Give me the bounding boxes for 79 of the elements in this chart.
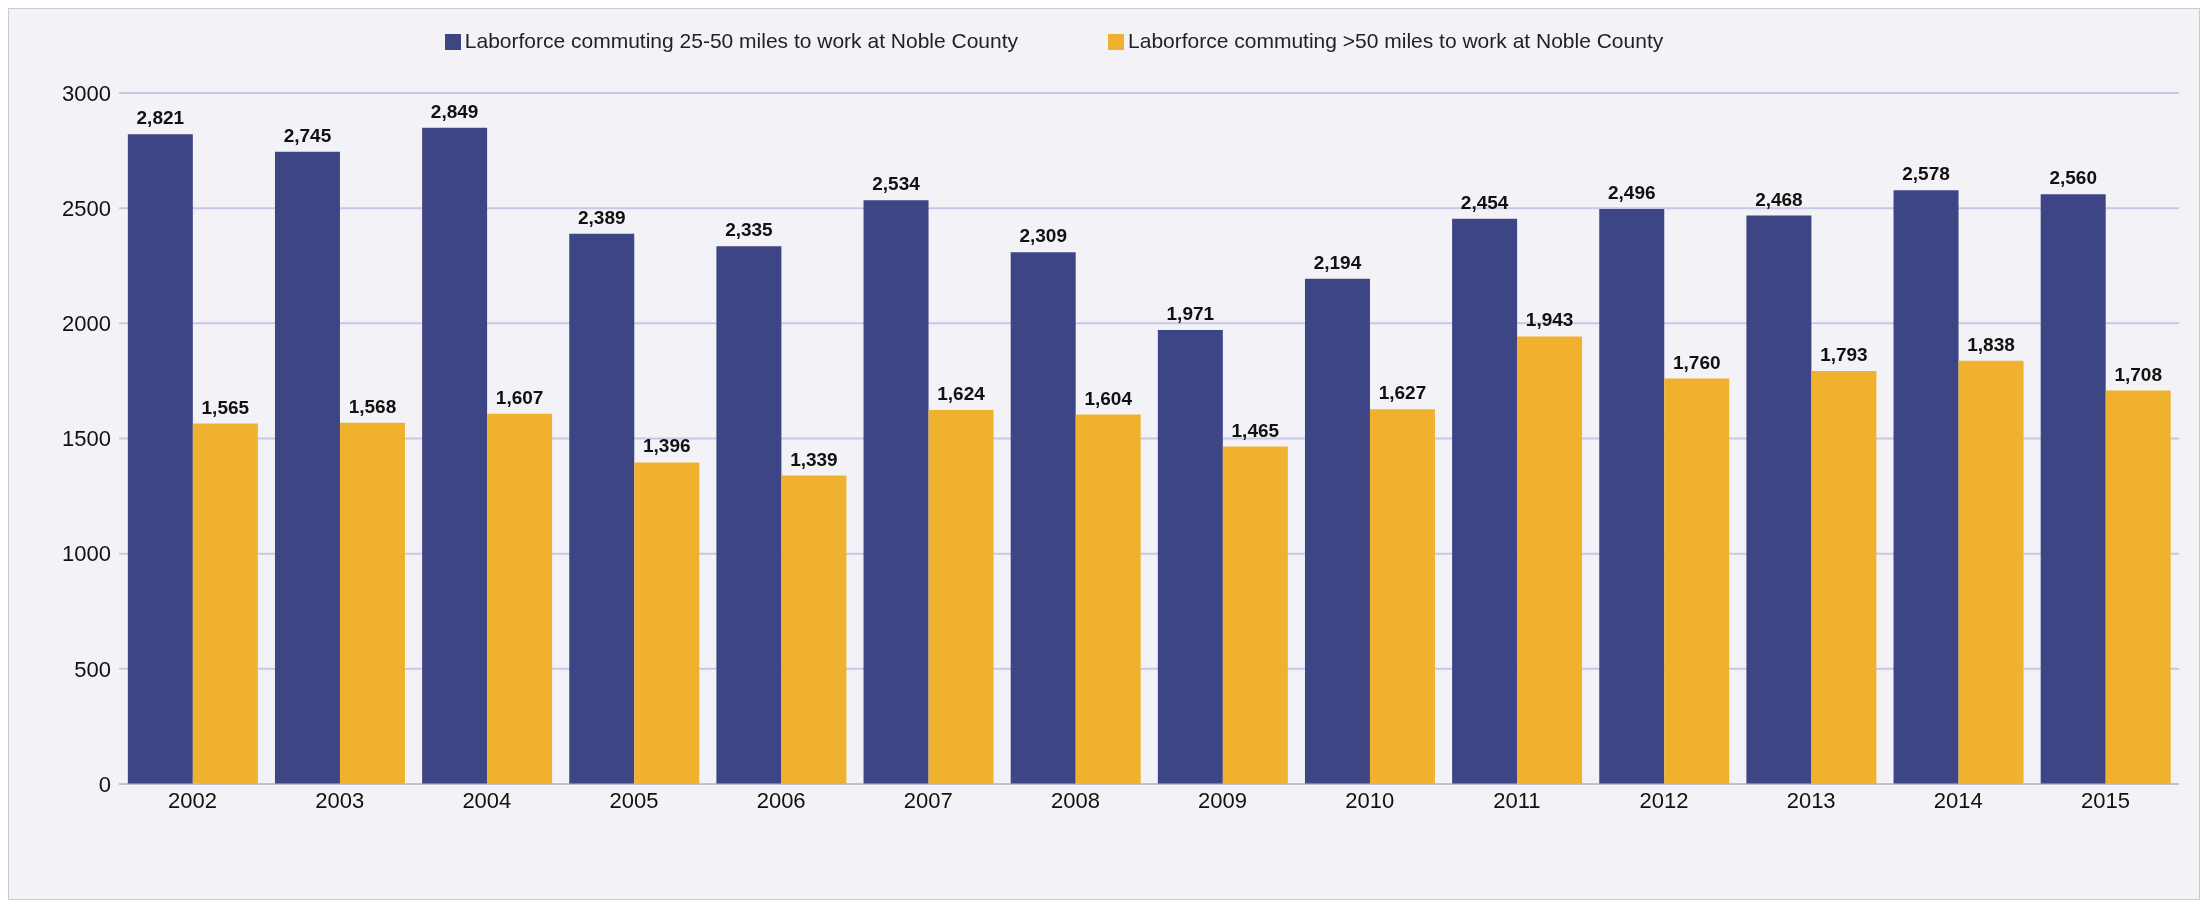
data-label: 2,389	[577, 206, 626, 228]
data-label: 1,396	[642, 435, 691, 457]
data-label: 2,849	[430, 100, 479, 122]
data-label: 2,309	[1019, 225, 1067, 247]
legend-label: Laborforce commuting >50 miles to work at Noble County	[1128, 29, 1664, 52]
x-tick-label: 2013	[1786, 787, 1836, 813]
x-tick-label: 2007	[903, 787, 953, 813]
bar	[781, 475, 847, 784]
y-tick-label: 3000	[62, 80, 111, 106]
data-label: 2,454	[1460, 191, 1509, 213]
bar	[634, 462, 700, 784]
data-label: 1,339	[790, 448, 838, 470]
data-label: 1,627	[1378, 382, 1427, 404]
data-label: 1,607	[495, 386, 544, 408]
bar	[2040, 194, 2106, 784]
y-tick-label: 0	[98, 771, 111, 797]
data-label: 2,468	[1755, 188, 1803, 210]
bar	[863, 200, 929, 784]
data-label: 1,624	[937, 382, 986, 404]
data-label: 1,971	[1166, 303, 1215, 325]
bar	[1599, 209, 1665, 784]
bar	[274, 151, 340, 784]
bar	[1893, 190, 1959, 784]
x-tick-label: 2006	[756, 787, 806, 813]
bar	[1010, 252, 1076, 784]
data-label: 1,838	[1967, 333, 2015, 355]
legend-label: Laborforce commuting 25-50 miles to work at Noble County	[464, 29, 1019, 52]
data-label: 1,760	[1672, 351, 1721, 373]
x-tick-label: 2008	[1050, 787, 1100, 813]
data-label: 2,560	[2049, 167, 2097, 189]
data-label: 2,496	[1607, 182, 1656, 204]
bar	[1958, 360, 2024, 784]
bar	[1369, 409, 1435, 784]
bar	[1452, 218, 1518, 784]
data-label: 1,708	[2114, 363, 2162, 385]
data-label: 1,465	[1231, 419, 1280, 441]
x-tick-label: 2015	[2080, 787, 2130, 813]
x-tick-label: 2003	[315, 787, 365, 813]
x-tick-label: 2004	[462, 787, 512, 813]
bar	[1664, 378, 1730, 784]
data-label: 1,604	[1084, 387, 1133, 409]
data-label: 1,793	[1820, 344, 1868, 366]
data-label: 2,745	[283, 124, 332, 146]
y-tick-label: 1000	[62, 541, 111, 567]
bar	[2105, 390, 2171, 784]
bar	[716, 246, 782, 784]
data-label: 2,534	[872, 173, 921, 195]
y-tick-label: 1500	[62, 426, 111, 452]
data-label: 2,335	[725, 219, 774, 241]
bar	[1304, 278, 1370, 784]
x-tick-label: 2002	[168, 787, 218, 813]
y-tick-label: 2000	[62, 311, 111, 337]
bar	[422, 127, 488, 784]
bar	[339, 422, 405, 784]
data-label: 1,943	[1525, 309, 1574, 331]
bar	[928, 409, 994, 784]
bar	[192, 423, 258, 784]
x-tick-label: 2012	[1639, 787, 1689, 813]
data-label: 2,578	[1902, 163, 1950, 185]
y-tick-label: 500	[74, 656, 111, 682]
bar	[487, 413, 553, 784]
x-tick-label: 2014	[1933, 787, 1983, 813]
data-label: 2,194	[1313, 251, 1362, 273]
data-label: 1,568	[348, 395, 397, 417]
data-label: 1,565	[201, 396, 250, 418]
bar	[127, 134, 193, 784]
bar	[569, 233, 635, 784]
y-tick-label: 2500	[62, 195, 111, 221]
bar	[1157, 330, 1223, 784]
bar	[1811, 371, 1877, 784]
x-tick-label: 2011	[1493, 787, 1541, 813]
x-tick-label: 2009	[1198, 787, 1248, 813]
bar	[1075, 414, 1141, 784]
data-label: 2,821	[136, 107, 185, 129]
bar	[1517, 336, 1583, 784]
bar	[1222, 446, 1288, 784]
x-tick-label: 2005	[609, 787, 659, 813]
bar	[1746, 215, 1812, 784]
x-tick-label: 2010	[1345, 787, 1395, 813]
